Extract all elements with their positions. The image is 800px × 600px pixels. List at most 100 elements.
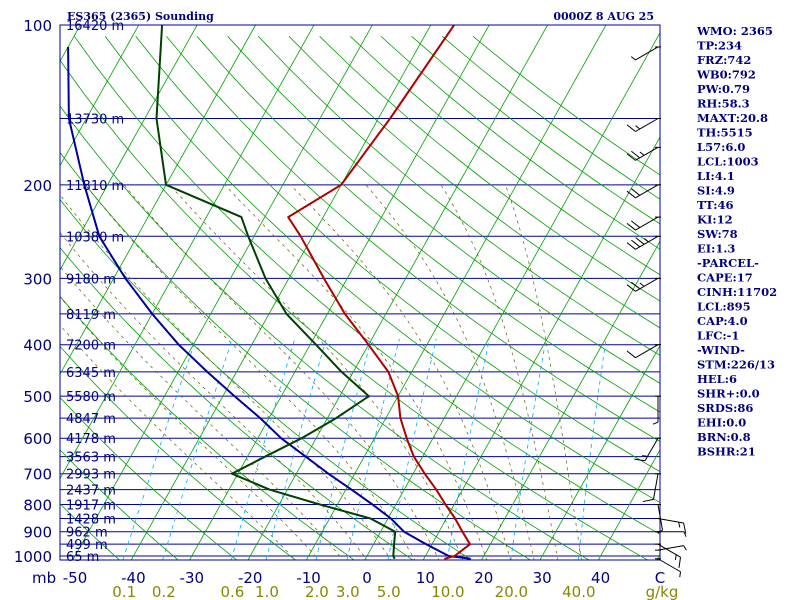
wind-barb-half-flag <box>683 531 687 537</box>
isotherm-line <box>60 25 198 271</box>
height-tick-label: 5580 m <box>66 390 116 405</box>
stat-line: TH:5515 <box>697 126 753 140</box>
moist-adiabat-line <box>60 265 344 560</box>
wind-barb <box>626 118 661 132</box>
dry-adiabat-line <box>60 558 62 560</box>
isotherm-line <box>247 25 549 560</box>
temperature-tick-label: 30 <box>533 569 552 587</box>
stat-line: CAP:4.0 <box>697 314 748 328</box>
wind-barb-flag <box>626 242 636 250</box>
dry-adiabat-line <box>196 36 660 413</box>
height-tick-label: 4178 m <box>66 432 116 447</box>
moist-adiabat-line <box>224 184 488 560</box>
mixing-ratio-line <box>230 338 296 560</box>
isotherm-line <box>60 25 315 480</box>
wind-barb-half-flag <box>652 421 659 425</box>
isotherm-line <box>60 25 140 167</box>
wind-barbs <box>626 46 687 578</box>
wind-barb-flag <box>626 223 636 231</box>
wind-barb-flag <box>626 190 636 199</box>
temperature-tick-label: C <box>655 569 665 587</box>
stat-line: -PARCEL- <box>697 256 759 270</box>
wind-barb <box>626 184 661 199</box>
dry-adiabat-line <box>60 503 121 560</box>
wind-barb-half-flag <box>657 529 663 534</box>
wind-barb-half-flag <box>635 125 641 130</box>
dry-adiabat-line <box>350 36 660 276</box>
wind-barb-flag <box>635 237 645 245</box>
moist-adiabat-line <box>60 232 368 560</box>
height-tick-label: 499 m <box>66 538 108 553</box>
pressure-tick-label: 400 <box>23 337 52 355</box>
temperature-tick-label: -50 <box>63 569 88 587</box>
dry-adiabat-line <box>60 449 179 560</box>
height-tick-label: 65 m <box>66 550 99 565</box>
wind-barb-staff <box>657 504 664 531</box>
dry-adiabat-line <box>166 36 660 442</box>
stat-line: SW:78 <box>697 227 738 241</box>
mixing-ratio-tick-label: 0.6 <box>220 583 244 600</box>
parcel-trace-line <box>67 46 471 560</box>
mixing-ratio-tick-label: 10.0 <box>431 583 464 600</box>
wind-barb <box>626 344 661 359</box>
wind-barb <box>642 473 661 503</box>
wind-barb-staff <box>657 518 684 524</box>
mixing-ratio-tick-label: 2.0 <box>305 583 329 600</box>
moist-adiabat-line <box>505 184 582 560</box>
mixing-ratio-line <box>510 338 547 560</box>
moist-adiabat-line <box>123 184 440 560</box>
dry-adiabat-line <box>319 36 660 302</box>
wind-barb-staff <box>635 46 659 61</box>
stat-line: LFC:-1 <box>697 329 739 343</box>
isotherm-line <box>481 240 660 560</box>
dry-adiabat-line <box>227 36 660 384</box>
temperature-tick-label: -30 <box>180 569 205 587</box>
wind-barb-flag <box>631 150 641 159</box>
stat-line: LCL:895 <box>697 300 751 314</box>
stat-line: MAXT:20.8 <box>697 111 768 125</box>
temperature-tick-label: 20 <box>474 569 493 587</box>
isotherm-line <box>60 25 257 376</box>
wind-barb-half-flag <box>630 56 636 61</box>
stats-panel: WMO: 2365TP:234FRZ:742WB0:792PW:0.79RH:5… <box>696 24 777 459</box>
isotherm-line <box>364 31 660 560</box>
wind-barb-staff <box>657 545 684 551</box>
stat-line: WB0:792 <box>696 68 756 82</box>
isotherm-line <box>0 13 29 567</box>
dry-adiabat-line <box>60 295 355 560</box>
dry-adiabat-line <box>60 396 238 560</box>
mixing-ratio-tick-label: g/kg <box>646 583 679 600</box>
mixing-ratio-line <box>578 338 607 560</box>
temperature-tick-label: -40 <box>121 569 146 587</box>
wind-barb-half-flag <box>643 238 649 243</box>
wind-barb-staff <box>635 184 659 199</box>
stat-line: -WIND- <box>697 343 745 357</box>
wind-barb-flag <box>626 124 636 132</box>
stat-line: SI:4.9 <box>697 184 735 198</box>
plot-frame <box>59 24 661 561</box>
wind-barb-staff <box>635 118 659 132</box>
dry-adiabat-line <box>0 36 9 567</box>
mixing-ratio-line <box>162 338 233 560</box>
pressure-tick-label: 1000 <box>14 548 52 566</box>
dry-adiabat-line <box>380 36 660 250</box>
dry-adiabat-line <box>74 36 660 535</box>
wind-barb-flag <box>642 498 654 503</box>
mixing-ratio-tick-label: 20.0 <box>495 583 528 600</box>
height-tick-label: 6345 m <box>66 366 116 381</box>
stat-line: HEL:6 <box>697 372 737 386</box>
height-tick-label: 13730 m <box>66 113 124 128</box>
stat-line: BRN:0.8 <box>697 430 751 444</box>
wind-barb-flag <box>631 220 641 228</box>
wind-barb-flag <box>683 522 687 534</box>
isotherm-line <box>539 344 660 560</box>
height-tick-label: 4847 m <box>66 412 116 427</box>
dry-adiabat-line <box>60 151 531 560</box>
wind-barb-staff <box>657 543 681 558</box>
stat-line: TP:234 <box>697 39 742 53</box>
wind-barb-staff <box>657 558 681 573</box>
stat-line: FRZ:742 <box>697 53 751 67</box>
wind-barb-flag <box>626 284 636 292</box>
wind-barb-flag <box>631 281 641 290</box>
